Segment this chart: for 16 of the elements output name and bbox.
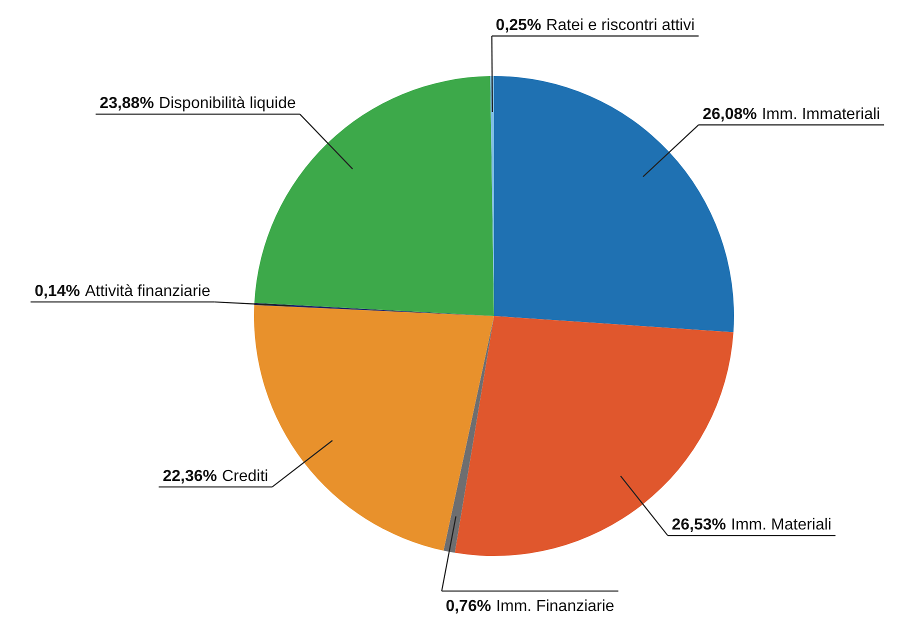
slice-label: Imm. Immateriali	[762, 106, 880, 123]
data-label: 0,14%	[34, 282, 80, 300]
slice-label: Imm. Materiali	[731, 516, 832, 534]
data-label: 0,25%	[496, 17, 542, 34]
slice-label: Ratei e riscontri attivi	[546, 17, 695, 34]
data-label: 23,88%	[100, 95, 154, 112]
data-label: 26,08%	[702, 106, 757, 123]
slice-label: Crediti	[222, 468, 268, 485]
slice-label: Attività finanziarie	[84, 282, 210, 300]
slice-label: Imm. Finanziarie	[496, 598, 614, 616]
data-label: 26,53%	[672, 516, 726, 534]
data-label: 0,76%	[446, 598, 492, 616]
pie-slice	[444, 316, 494, 553]
pie-slice	[454, 316, 734, 556]
slice-label: Disponibilità liquide	[158, 95, 296, 112]
data-label: 22,36%	[162, 468, 217, 485]
